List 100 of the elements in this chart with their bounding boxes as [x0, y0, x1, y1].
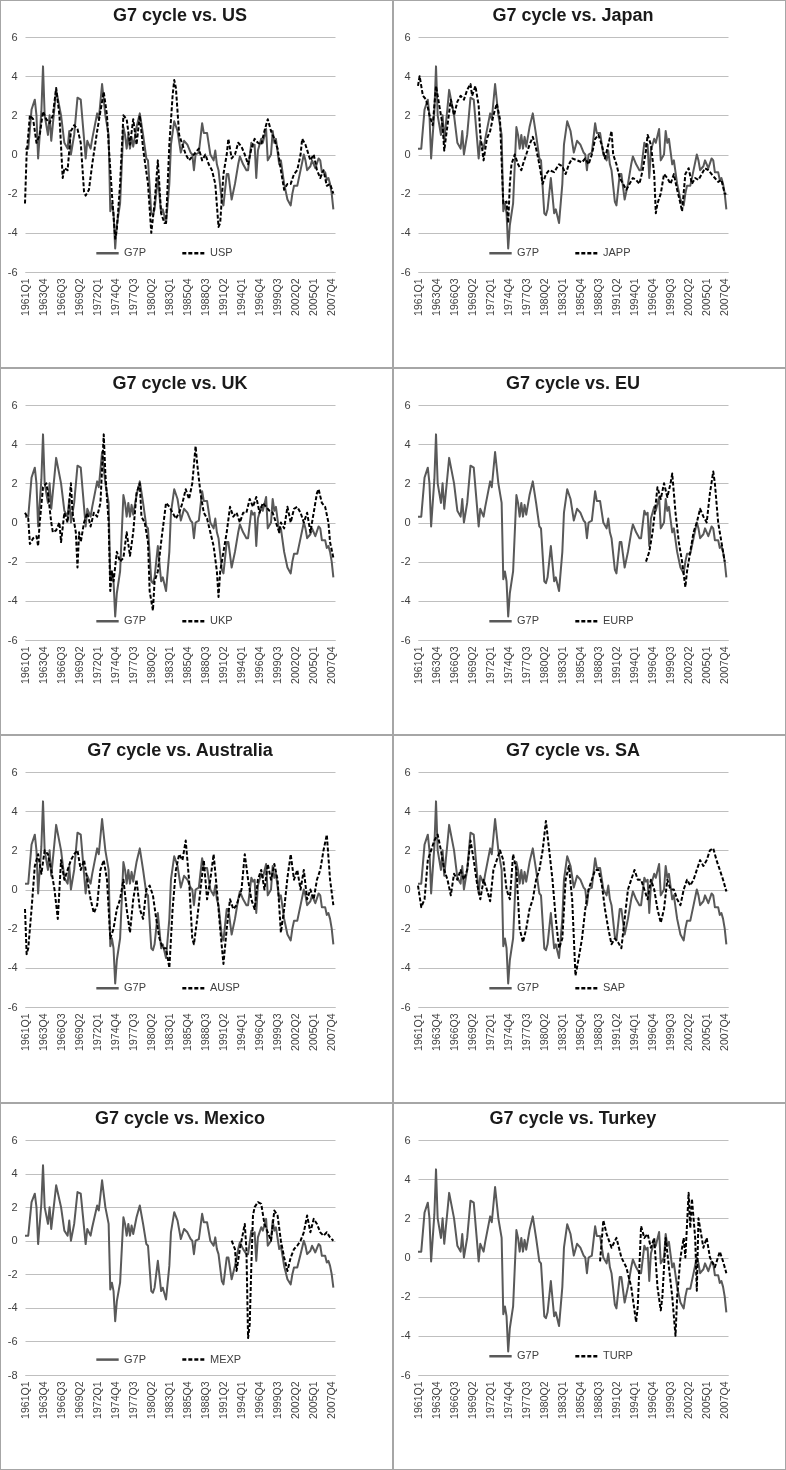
line-series	[644, 470, 726, 588]
y-tick-label: -2	[7, 1267, 18, 1280]
x-tick-label: 1966Q3	[447, 278, 460, 316]
x-tick-label: 1988Q3	[198, 278, 211, 316]
y-tick-label: 6	[11, 398, 18, 410]
x-tick-label: 1991Q2	[216, 1013, 229, 1051]
x-tick-label: 1980Q2	[144, 278, 157, 316]
y-tick-label: -2	[400, 922, 411, 935]
y-tick-label: 2	[404, 476, 411, 489]
y-tick-label: 4	[11, 1166, 18, 1179]
y-tick-label: 0	[11, 148, 18, 160]
y-tick-label: 0	[404, 515, 411, 528]
y-tick-label: 2	[11, 1200, 18, 1213]
y-tick-label: 4	[404, 804, 411, 817]
x-tick-label: 2005Q1	[307, 278, 320, 316]
x-tick-label: 1996Q4	[253, 1013, 266, 1051]
x-tick-label: 1988Q3	[198, 645, 211, 684]
x-tick-label: 1999Q3	[271, 1013, 284, 1051]
x-tick-label: 1963Q4	[36, 278, 49, 316]
line-series	[230, 1200, 335, 1339]
legend-label: G7P	[124, 981, 147, 994]
y-tick-label: -8	[7, 1368, 18, 1380]
x-tick-label: 1985Q4	[180, 645, 193, 684]
x-tick-label: 1994Q1	[235, 1013, 248, 1051]
x-tick-label: 2007Q4	[718, 645, 731, 684]
x-tick-label: 1969Q2	[72, 1380, 85, 1419]
y-tick-label: -4	[400, 1328, 411, 1341]
x-tick-label: 2007Q4	[718, 1380, 731, 1419]
x-tick-label: 1999Q3	[664, 278, 677, 316]
y-tick-label: -2	[400, 554, 411, 567]
y-tick-label: 2	[404, 1211, 411, 1224]
x-tick-label: 1980Q2	[537, 645, 550, 684]
line-series	[417, 75, 728, 225]
y-tick-label: -2	[400, 1289, 411, 1302]
x-tick-label: 1988Q3	[198, 1013, 211, 1051]
x-tick-label: 1961Q1	[18, 1380, 31, 1419]
x-tick-label: 2007Q4	[718, 1013, 731, 1051]
legend-label: TURP	[603, 1348, 633, 1361]
x-tick-label: 1991Q2	[609, 645, 622, 684]
chart-title: G7 cycle vs. Turkey	[489, 1107, 657, 1128]
y-tick-label: 2	[11, 476, 18, 489]
x-tick-label: 1966Q3	[54, 278, 67, 316]
x-tick-label: 1977Q3	[519, 1380, 532, 1419]
y-tick-label: 4	[11, 437, 18, 450]
x-tick-label: 1977Q3	[519, 645, 532, 684]
y-tick-label: 6	[11, 765, 18, 778]
line-series	[417, 432, 728, 617]
x-tick-label: 1961Q1	[411, 1380, 424, 1419]
x-tick-label: 1963Q4	[429, 645, 442, 684]
x-tick-label: 2002Q2	[682, 645, 695, 684]
x-tick-label: 1983Q1	[162, 1380, 175, 1419]
x-tick-label: 1969Q2	[72, 645, 85, 684]
x-tick-label: 1972Q1	[90, 1380, 103, 1419]
x-tick-label: 1963Q4	[429, 1380, 442, 1419]
x-tick-label: 1974Q4	[108, 645, 121, 684]
x-tick-label: 1969Q2	[465, 645, 478, 684]
x-tick-label: 2007Q4	[718, 278, 731, 316]
x-tick-label: 1999Q3	[664, 1013, 677, 1051]
x-tick-label: 1980Q2	[537, 278, 550, 316]
x-tick-label: 1966Q3	[54, 1013, 67, 1051]
x-tick-label: 1963Q4	[36, 645, 49, 684]
chart-title: G7 cycle vs. Mexico	[94, 1107, 266, 1128]
chart-title: G7 cycle vs. EU	[505, 372, 641, 393]
x-tick-label: 1985Q4	[573, 645, 586, 684]
x-tick-label: 2007Q4	[325, 645, 338, 684]
x-tick-label: 2005Q1	[700, 278, 713, 316]
y-tick-label: 6	[404, 398, 411, 410]
x-tick-label: 1988Q3	[591, 645, 604, 684]
x-tick-label: 1972Q1	[483, 645, 496, 684]
x-tick-label: 1963Q4	[36, 1380, 49, 1419]
x-tick-label: 2002Q2	[289, 278, 302, 316]
chart-title: G7 cycle vs. UK	[112, 372, 248, 393]
chart-title: G7 cycle vs. Australia	[87, 740, 274, 760]
chart-title: G7 cycle vs. SA	[505, 740, 641, 760]
x-tick-label: 1988Q3	[591, 278, 604, 316]
x-tick-label: 1994Q1	[628, 1380, 641, 1419]
x-tick-label: 1991Q2	[216, 278, 229, 316]
x-tick-label: 1972Q1	[90, 1013, 103, 1051]
x-tick-label: 1985Q4	[180, 1013, 193, 1051]
x-tick-label: 1977Q3	[126, 1380, 139, 1419]
legend-label: AUSP	[210, 981, 240, 994]
x-tick-label: 1974Q4	[108, 1013, 121, 1051]
x-tick-label: 1999Q3	[664, 645, 677, 684]
x-tick-label: 2002Q2	[682, 1380, 695, 1419]
x-tick-label: 1977Q3	[519, 278, 532, 316]
y-tick-label: 4	[11, 69, 18, 82]
x-tick-label: 2005Q1	[700, 1013, 713, 1051]
x-tick-label: 2002Q2	[682, 1013, 695, 1051]
x-tick-label: 1985Q4	[573, 278, 586, 316]
y-tick-label: 4	[404, 1172, 411, 1185]
y-tick-label: 2	[11, 108, 18, 121]
x-tick-label: 1980Q2	[144, 645, 157, 684]
legend-label: G7P	[517, 246, 540, 259]
line-series	[417, 1167, 728, 1352]
x-tick-label: 1996Q4	[646, 645, 659, 684]
x-tick-label: 1963Q4	[429, 1013, 442, 1051]
y-tick-label: -2	[7, 554, 18, 567]
y-tick-label: -6	[7, 1334, 18, 1347]
x-tick-label: 1996Q4	[253, 645, 266, 684]
x-tick-label: 1977Q3	[126, 645, 139, 684]
